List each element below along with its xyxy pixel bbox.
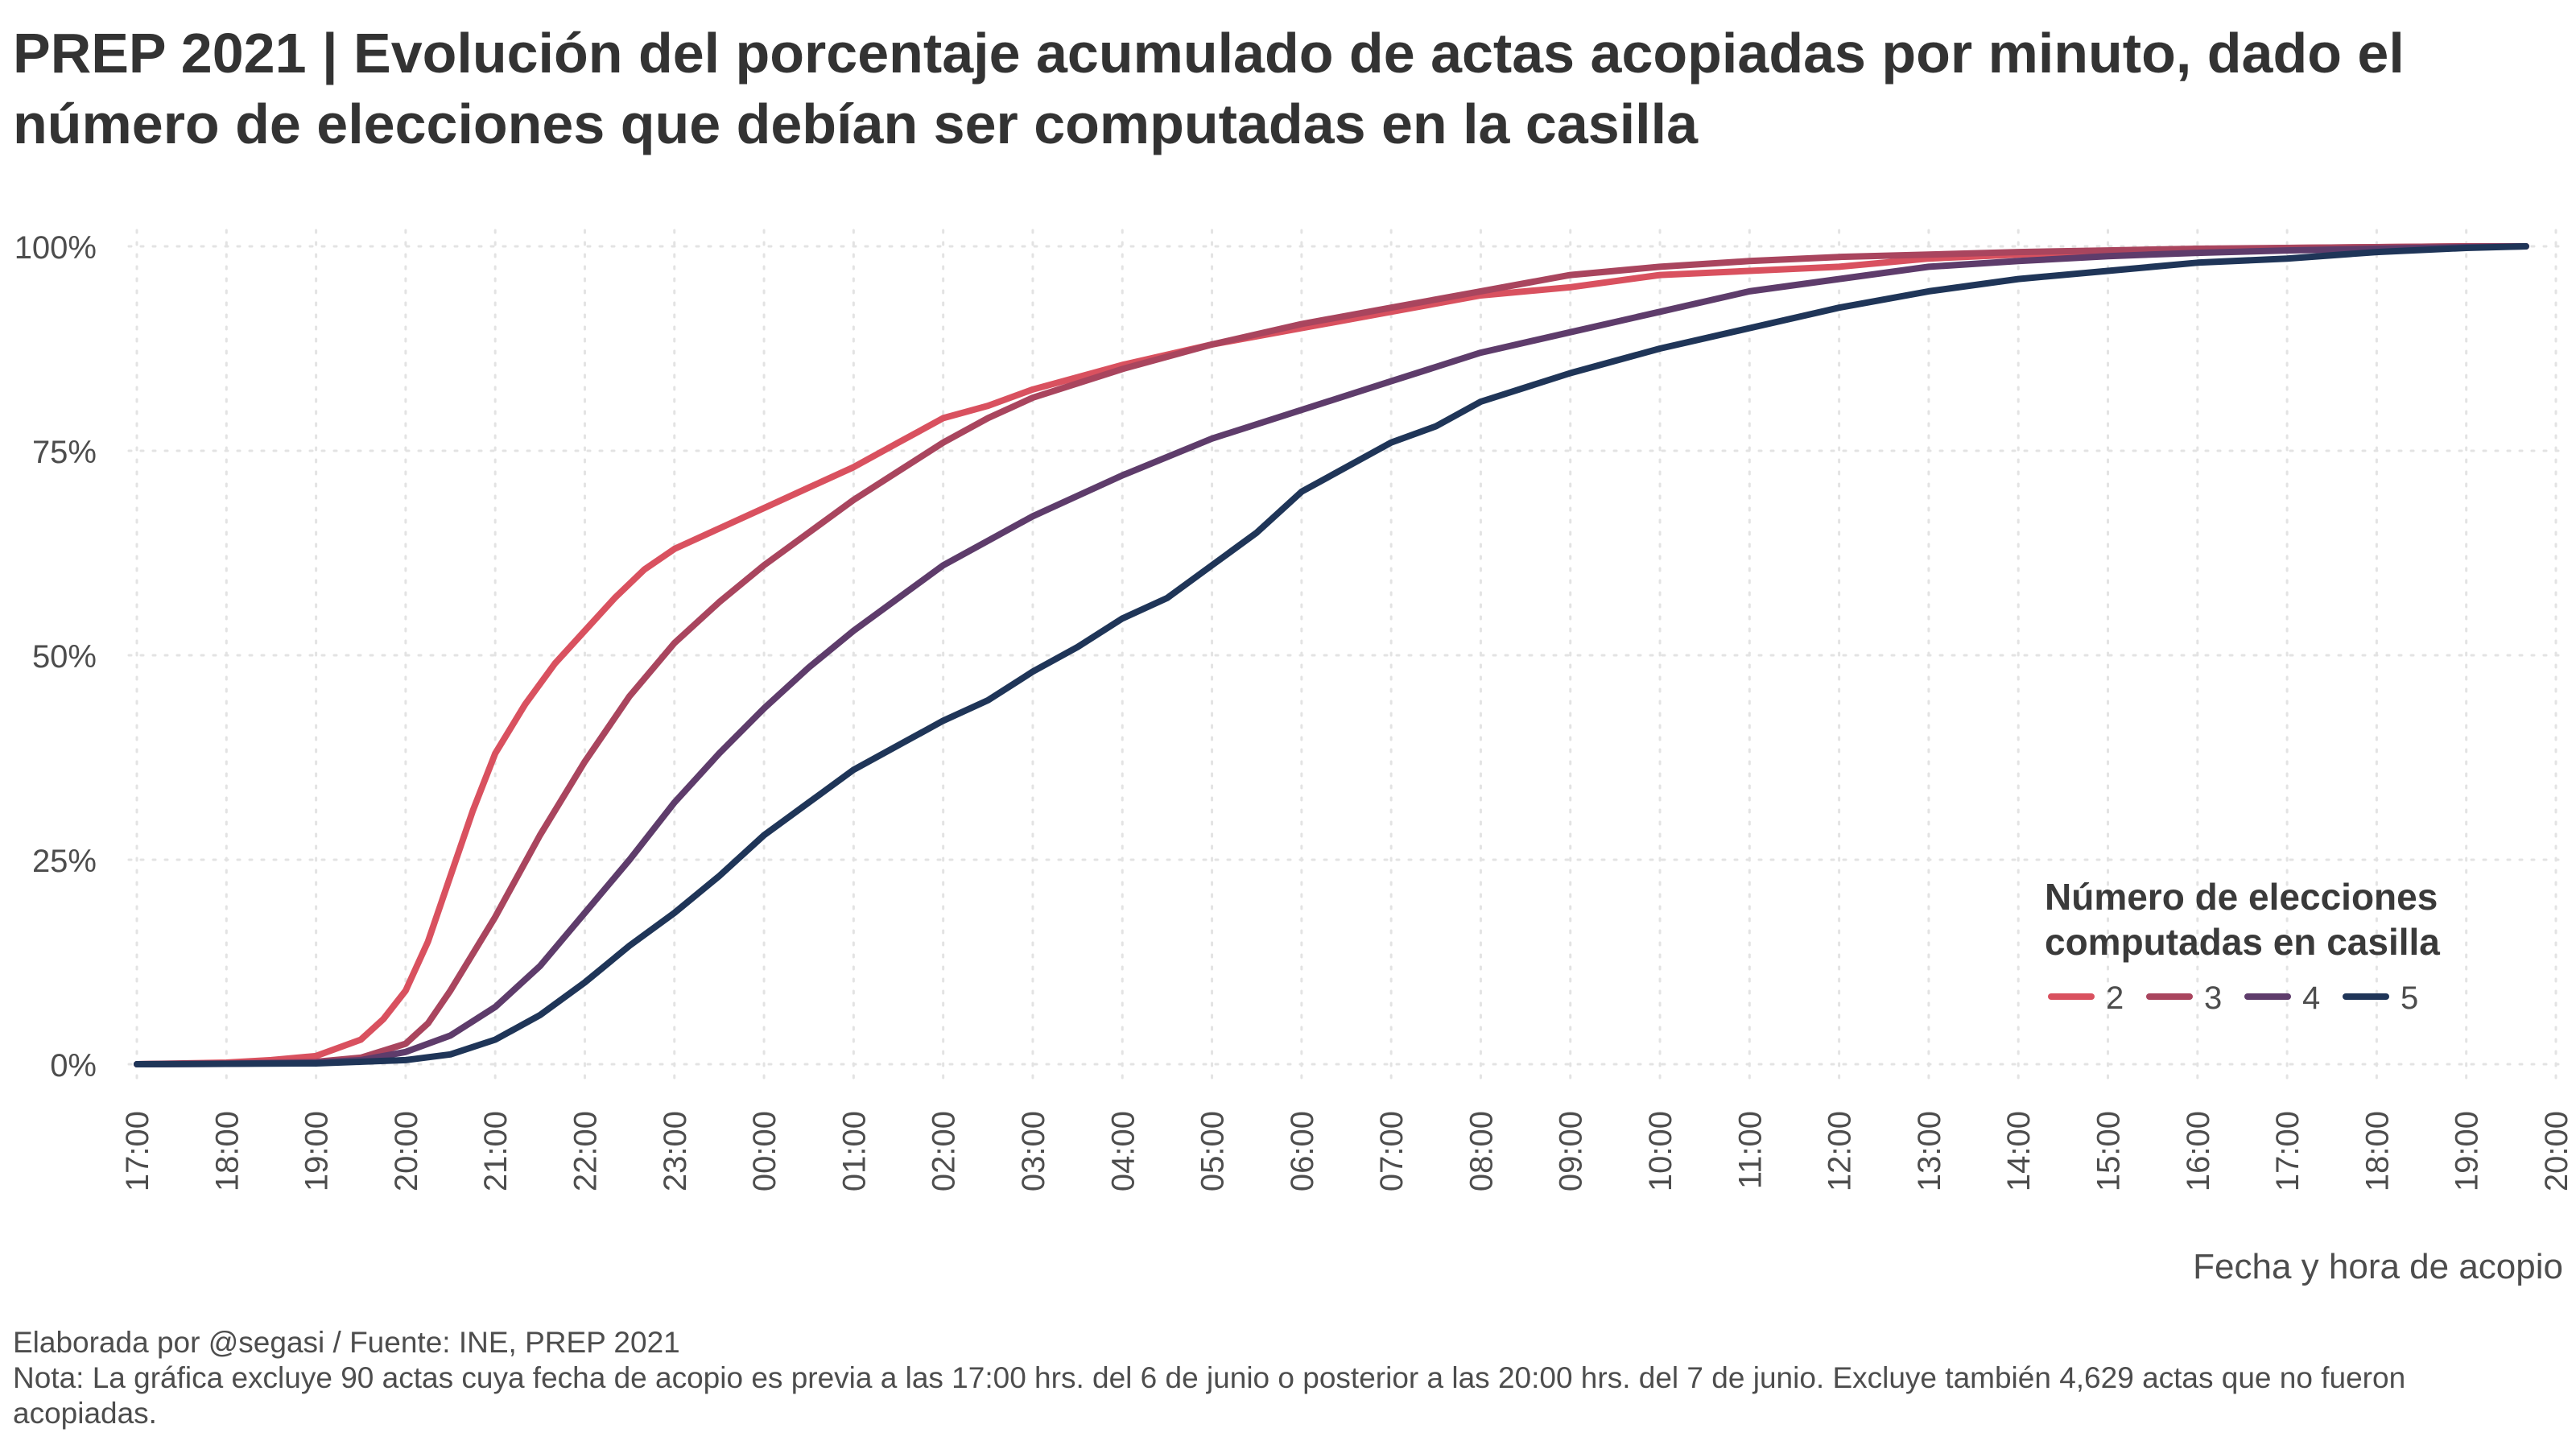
legend-label-2: 2 bbox=[2106, 980, 2124, 1016]
x-tick-label: 17:00 bbox=[2270, 1111, 2306, 1191]
exclusion-note: Nota: La gráfica excluye 90 actas cuya f… bbox=[13, 1361, 2406, 1430]
x-tick-label: 15:00 bbox=[2091, 1111, 2127, 1191]
grid-lines bbox=[127, 229, 2566, 1082]
legend: Número de elecciones computadas en casil… bbox=[2045, 876, 2440, 1016]
x-tick-label: 12:00 bbox=[1823, 1111, 1858, 1191]
x-tick-label: 14:00 bbox=[2001, 1111, 2037, 1191]
x-tick-label: 03:00 bbox=[1016, 1111, 1051, 1191]
x-tick-label: 20:00 bbox=[389, 1111, 424, 1191]
x-tick-label: 16:00 bbox=[2181, 1111, 2216, 1191]
series-line-3 bbox=[134, 243, 2529, 1067]
x-tick-label: 02:00 bbox=[927, 1111, 962, 1191]
legend-label-4: 4 bbox=[2302, 980, 2320, 1016]
x-tick-label: 13:00 bbox=[1912, 1111, 1947, 1191]
series-line-5 bbox=[134, 243, 2529, 1067]
legend-items: 2 3 4 5 bbox=[2048, 980, 2418, 1016]
x-tick-label: 19:00 bbox=[2450, 1111, 2485, 1191]
y-tick-label: 100% bbox=[14, 230, 97, 266]
x-tick-label: 08:00 bbox=[1463, 1111, 1499, 1191]
legend-label-5: 5 bbox=[2401, 980, 2418, 1016]
x-tick-label: 10:00 bbox=[1643, 1111, 1678, 1191]
y-axis-tick-labels: 0% 25% 50% 75% 100% bbox=[14, 230, 97, 1084]
x-axis-tick-labels: 17:00 18:00 19:00 20:00 21:00 22:00 23:00 00:00… bbox=[120, 1111, 2574, 1191]
x-tick-label: 17:00 bbox=[120, 1111, 155, 1191]
x-tick-label: 05:00 bbox=[1195, 1111, 1231, 1191]
footer: Elaborada por @segasi / Fuente: INE, PRE… bbox=[13, 1325, 2557, 1431]
x-tick-label: 18:00 bbox=[2359, 1111, 2395, 1191]
series-line-2 bbox=[134, 243, 2529, 1067]
legend-title-line-2: computadas en casilla bbox=[2045, 921, 2440, 963]
source-note: Elaborada por @segasi / Fuente: INE, PRE… bbox=[13, 1326, 680, 1359]
x-tick-label: 11:00 bbox=[1732, 1111, 1768, 1189]
x-tick-label: 19:00 bbox=[299, 1111, 335, 1191]
x-axis-label: Fecha y hora de acopio bbox=[2193, 1247, 2563, 1286]
x-tick-label: 00:00 bbox=[747, 1111, 782, 1191]
x-tick-label: 01:00 bbox=[836, 1111, 872, 1191]
y-tick-label: 50% bbox=[32, 639, 97, 675]
y-tick-label: 25% bbox=[32, 844, 97, 879]
y-tick-label: 0% bbox=[50, 1048, 97, 1084]
series-lines bbox=[134, 243, 2529, 1067]
x-tick-label: 07:00 bbox=[1374, 1111, 1410, 1191]
x-tick-label: 06:00 bbox=[1285, 1111, 1320, 1191]
series-line-4 bbox=[134, 243, 2529, 1067]
x-tick-label: 23:00 bbox=[658, 1111, 693, 1191]
x-tick-label: 18:00 bbox=[209, 1111, 245, 1191]
line-chart: 0% 25% 50% 75% 100% 17:00 18:00 19:00 20:00 21:0… bbox=[14, 229, 2574, 1286]
x-tick-label: 20:00 bbox=[2539, 1111, 2574, 1191]
chart-title: PREP 2021 | Evolución del porcentaje acu… bbox=[13, 22, 2405, 155]
legend-title-line-1: Número de elecciones bbox=[2045, 876, 2438, 918]
x-tick-label: 21:00 bbox=[478, 1111, 514, 1191]
x-tick-label: 22:00 bbox=[568, 1111, 603, 1191]
legend-label-3: 3 bbox=[2204, 980, 2222, 1016]
x-tick-label: 04:00 bbox=[1105, 1111, 1141, 1191]
y-tick-label: 75% bbox=[32, 435, 97, 470]
x-tick-label: 09:00 bbox=[1554, 1111, 1589, 1191]
